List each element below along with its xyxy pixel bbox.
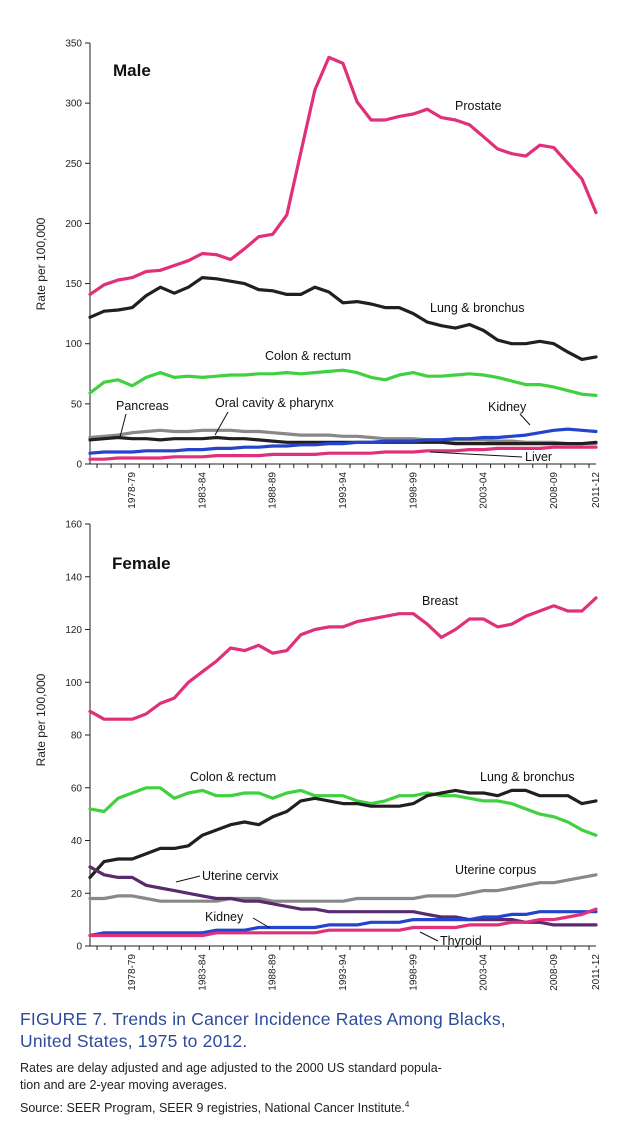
female-y-tick-label: 100 [65,678,82,689]
label-male-lung: Lung & bronchus [430,301,525,315]
male-series-line-colon-rectum [88,368,598,397]
male-y-tick-label: 150 [65,279,82,290]
female-panel: Female Rate per 100,000 0 20 40 60 80 100 120 1… [34,520,602,991]
female-series-line-colon-rectum [88,786,598,837]
female-y-tick-label: 0 [76,942,82,953]
female-x-tick-label: 2008-09 [549,954,560,991]
female-x-tick-label: 2011-12 [591,954,602,990]
male-y-tick-label: 200 [65,219,82,230]
leader-liver [429,451,523,458]
male-y-tick-label: 350 [65,39,82,50]
male-y-tick-label: 100 [65,339,82,350]
male-series-line-pancreas [88,428,598,446]
male-y-tick-label: 300 [65,99,82,110]
female-y-tick-label: 80 [71,731,83,742]
label-male-oral: Oral cavity & pharynx [215,396,335,410]
female-series-line-uterine-cervix [88,865,598,927]
female-y-tick-label: 60 [71,783,83,794]
female-y-tick-label: 140 [65,572,82,583]
male-panel-title: Male [113,61,151,80]
female-panel-title: Female [112,554,171,573]
male-series-line-kidney [88,427,598,455]
male-y-tick-label: 50 [71,399,83,410]
male-y-tick-label: 250 [65,159,82,170]
female-x-tick-label: 1988-89 [268,954,279,991]
female-y-tick-label: 40 [71,836,83,847]
male-y-axis-title: Rate per 100,000 [34,217,48,310]
figure-caption-title: FIGURE 7. Trends in Cancer Incidence Rat… [20,1008,620,1052]
leader-cervix [175,875,201,883]
male-x-tick-label: 1988-89 [268,472,279,509]
label-female-uterine-corpus: Uterine corpus [455,863,536,877]
male-x-tick-label: 1993-94 [338,472,349,509]
male-y-tick-label: 0 [76,460,82,471]
male-lines [88,55,598,461]
figure-source-text: Source: SEER Program, SEER 9 registries,… [20,1101,405,1116]
male-x-tick-label: 2003-04 [479,472,490,509]
male-x-tick-label: 2008-09 [549,472,560,509]
female-series-line-kidney [88,910,598,938]
female-y-tick-label: 160 [65,520,82,531]
male-panel: Male Rate per 100,000 0 50 100 150 200 250 300… [34,39,602,509]
label-male-kidney: Kidney [488,400,527,414]
figure-note-line-1: Rates are delay adjusted and age adjuste… [20,1061,442,1075]
female-y-tick-label: 20 [71,889,83,900]
male-series-line-lung-bronchus [88,276,598,361]
female-x-tick-label: 1978-79 [127,954,138,991]
figure-source-ref: 4 [404,1100,410,1109]
label-male-pancreas: Pancreas [116,399,169,413]
female-series-line-breast [88,596,598,721]
female-series-line-uterine-corpus [88,873,598,903]
female-leader-lines [175,875,439,942]
figure-note: Rates are delay adjusted and age adjuste… [20,1060,620,1094]
label-male-colon: Colon & rectum [265,349,351,363]
figure-source: Source: SEER Program, SEER 9 registries,… [20,1096,620,1117]
label-female-breast: Breast [422,594,459,608]
label-female-colon: Colon & rectum [190,770,276,784]
female-series-line-thyroid [88,907,598,938]
female-series-labels: Breast Colon & rectum Lung & bronchus Ut… [190,594,575,948]
label-female-cervix: Uterine cervix [202,869,279,883]
male-x-tick-label: 2011-12 [591,472,602,508]
leader-male-kidney [519,413,531,426]
male-axes: 0 50 100 150 200 250 300 350 1978-79 1983-84 1988-… [65,39,602,509]
label-female-lung: Lung & bronchus [480,770,575,784]
figure-title-line-1: FIGURE 7. Trends in Cancer Incidence Rat… [20,1009,506,1029]
male-x-tick-label: 1978-79 [127,472,138,509]
female-y-tick-label: 120 [65,625,82,636]
female-series-line-lung-bronchus [88,788,598,880]
male-x-tick-label: 1983-84 [197,472,208,509]
label-male-liver: Liver [525,450,552,464]
female-x-tick-label: 1998-99 [408,954,419,991]
leader-female-kidney [252,917,271,929]
male-series-labels: Prostate Lung & bronchus Colon & rectum … [116,99,552,464]
male-x-tick-label: 1998-99 [408,472,419,509]
leader-thyroid [419,931,439,942]
female-axes: 0 20 40 60 80 100 120 140 160 1978-79 1983-84 1988-… [65,520,602,991]
figure-title-line-2: United States, 1975 to 2012. [20,1031,248,1051]
label-female-kidney: Kidney [205,910,244,924]
female-lines [88,596,598,938]
female-x-tick-label: 1993-94 [338,954,349,991]
figure-charts: Male Rate per 100,000 050100150200250300… [34,39,602,991]
male-series-line-prostate [88,55,598,296]
female-x-tick-label: 1983-84 [197,954,208,991]
female-y-axis-title: Rate per 100,000 [34,673,48,766]
leader-oral [214,411,229,436]
female-x-tick-label: 2003-04 [479,954,490,991]
label-female-thyroid: Thyroid [440,934,482,948]
male-leader-lines [119,411,531,458]
figure-note-line-2: tion and are 2-year moving averages. [20,1078,228,1092]
label-male-prostate: Prostate [455,99,502,113]
male-series-line-liver [88,445,598,461]
leader-pancreas [119,413,127,438]
